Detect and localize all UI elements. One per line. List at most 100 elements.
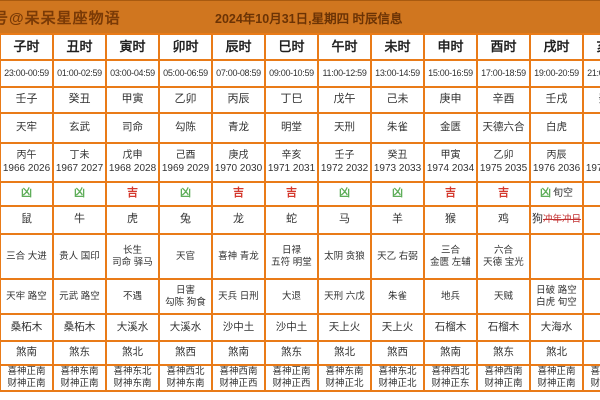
row-sha: 煞南 煞东 煞北 煞西 煞南 煞东 煞北 煞西 煞南 煞东 煞北 — [0, 340, 600, 366]
auspicious-gods-cell: 六合 天德 宝光 — [476, 233, 531, 280]
time-range-cell: 07:00-08:59 — [211, 59, 266, 88]
wealth-joy-direction-cell: 喜神正南 财神正南 — [0, 364, 54, 392]
wealth-joy-direction-cell: 喜神西南 财神正南 — [476, 364, 531, 392]
hour-ganzhi-cell: 癸亥 — [582, 86, 600, 114]
sha-direction-cell: 煞北 — [317, 340, 372, 366]
duty-star-cell: 天德六合 — [476, 112, 531, 144]
nayin-cell: 石榴木 — [476, 313, 531, 342]
row-hour: 子时丑时寅时卯时辰时巳时午时未时申时酉时戌时亥时 — [0, 33, 600, 61]
zodiac-animal-cell: 蛇 — [264, 205, 319, 235]
animal-name: 鸡 — [498, 213, 509, 226]
row-animal: 鼠 牛 虎 兔 龙 蛇 马 羊 猴 鸡 狗冲年冲日猪 — [0, 205, 600, 235]
hour-name-cell: 未时 — [370, 33, 425, 61]
wealth-joy-direction-cell: 喜神东南 财神正南 — [52, 364, 107, 392]
hour-name-cell: 丑时 — [52, 33, 107, 61]
nayin-cell: 天上火 — [370, 313, 425, 342]
duty-star-cell — [582, 112, 600, 144]
inauspicious-mark: 凶 — [74, 187, 85, 200]
animal-name: 牛 — [74, 213, 85, 226]
zodiac-animal-cell: 羊 — [370, 205, 425, 235]
nayin-cell: 大溪水 — [105, 313, 160, 342]
auspicious-gods-cell: 三合 — [582, 233, 600, 280]
hour-name-cell: 巳时 — [264, 33, 319, 61]
animal-name: 兔 — [180, 213, 191, 226]
time-range-cell: 11:00-12:59 — [317, 59, 372, 88]
duty-star-cell: 勾陈 — [158, 112, 213, 144]
hour-ganzhi-cell: 丁巳 — [264, 86, 319, 114]
time-range-cell: 05:00-06:59 — [158, 59, 213, 88]
sha-direction-cell: 煞北 — [105, 340, 160, 366]
sha-direction-cell: 煞北 — [529, 340, 584, 366]
auspicious-mark: 吉 — [445, 187, 456, 200]
hour-name-cell: 酉时 — [476, 33, 531, 61]
nayin-cell: 沙中土 — [211, 313, 266, 342]
sha-direction-cell: 煞西 — [158, 340, 213, 366]
hour-ganzhi-cell: 癸丑 — [52, 86, 107, 114]
auspicious-gods-cell: 三合 金匮 左辅 — [423, 233, 478, 280]
inauspicious-gods-cell: 天刑 六戊 — [317, 278, 372, 315]
auspicious-mark: 吉 — [286, 187, 297, 200]
wealth-joy-direction-cell: 喜神正南 财神正西 — [264, 364, 319, 392]
hour-name-cell: 戌时 — [529, 33, 584, 61]
duty-star-cell: 明堂 — [264, 112, 319, 144]
animal-name: 龙 — [233, 213, 244, 226]
top-banner: 号@呆呆星座物语 2024年10月31日,星期四 时辰信息 — [0, 0, 600, 33]
row-gods_bad: 天牢 路空 元武 路空 不遇 日害 勾陈 狗食 天兵 日刑 大退 天刑 六戊 朱雀 地兵 天贼 日破… — [0, 278, 600, 315]
inauspicious-gods-cell: 日害 勾陈 狗食 — [158, 278, 213, 315]
sha-direction-cell — [582, 340, 600, 366]
hour-ganzhi-cell: 壬子 — [0, 86, 54, 114]
duty-star-cell: 白虎 — [529, 112, 584, 144]
duty-star-cell: 金匮 — [423, 112, 478, 144]
nayin-cell: 桑柘木 — [0, 313, 54, 342]
sha-direction-cell: 煞南 — [211, 340, 266, 366]
zodiac-animal-cell: 牛 — [52, 205, 107, 235]
time-range-cell: 17:00-18:59 — [476, 59, 531, 88]
inauspicious-mark: 凶 — [392, 187, 403, 200]
hour-ganzhi-cell: 乙卯 — [158, 86, 213, 114]
page-title: 2024年10月31日,星期四 时辰信息 — [215, 12, 403, 26]
auspicious-gods-cell: 天乙 右弼 — [370, 233, 425, 280]
hour-ganzhi-cell: 辛酉 — [476, 86, 531, 114]
nayin-cell: 石榴木 — [423, 313, 478, 342]
luck-cell: 凶旬空 — [529, 181, 584, 207]
wealth-joy-direction-cell: 喜神西北 财神东南 — [158, 364, 213, 392]
wealth-joy-direction-cell: 喜神正南 财神正南 — [529, 364, 584, 392]
sha-direction-cell: 煞南 — [423, 340, 478, 366]
inauspicious-gods-cell: 天贼 — [476, 278, 531, 315]
clash-years-cell: 戊申 1968 2028 — [105, 142, 160, 183]
clash-years-cell: 辛亥 1971 2031 — [264, 142, 319, 183]
animal-name: 蛇 — [286, 213, 297, 226]
auspicious-mark: 吉 — [498, 187, 509, 200]
row-gods_good: 三合 大进 贵人 国印 长生 司命 驿马 天官 喜神 青龙 日禄 五符 明堂 太阴 贪狼 天乙… — [0, 233, 600, 280]
luck-cell: 吉 — [423, 181, 478, 207]
clash-years-cell: 丁未 1967 2027 — [52, 142, 107, 183]
luck-cell: 吉 — [211, 181, 266, 207]
clash-years-cell: 乙卯 1975 2035 — [476, 142, 531, 183]
nayin-cell — [582, 313, 600, 342]
auspicious-gods-cell: 日禄 五符 明堂 — [264, 233, 319, 280]
hour-ganzhi-cell: 壬戌 — [529, 86, 584, 114]
time-range-cell: 01:00-02:59 — [52, 59, 107, 88]
wealth-joy-direction-cell: 喜神东北 财神正北 — [370, 364, 425, 392]
wealth-joy-direction-cell: 喜神东北 财神东南 — [105, 364, 160, 392]
row-ganzhi: 壬子癸丑甲寅乙卯丙辰丁巳戊午己未庚申辛酉壬戌癸亥 — [0, 86, 600, 114]
duty-star-cell: 天牢 — [0, 112, 54, 144]
sha-direction-cell: 煞西 — [370, 340, 425, 366]
nayin-cell: 天上火 — [317, 313, 372, 342]
luck-cell: 吉 — [105, 181, 160, 207]
clash-years-cell: 丙辰 1976 2036 — [529, 142, 584, 183]
luck-cell: 吉 — [582, 181, 600, 207]
luck-cell: 吉 — [476, 181, 531, 207]
luck-cell: 凶 — [370, 181, 425, 207]
hour-name-cell: 卯时 — [158, 33, 213, 61]
hour-name-cell: 亥时 — [582, 33, 600, 61]
hour-ganzhi-cell: 丙辰 — [211, 86, 266, 114]
inauspicious-gods-cell: 朱雀 — [370, 278, 425, 315]
clash-years-cell: 丙午 1966 2026 — [0, 142, 54, 183]
zodiac-animal-cell: 狗冲年冲日 — [529, 205, 584, 235]
hour-name-cell: 申时 — [423, 33, 478, 61]
animal-name: 狗 — [532, 213, 543, 226]
clash-years-cell: 甲寅 1974 2034 — [423, 142, 478, 183]
animal-name: 马 — [339, 213, 350, 226]
inauspicious-gods-cell: 不遇 — [105, 278, 160, 315]
